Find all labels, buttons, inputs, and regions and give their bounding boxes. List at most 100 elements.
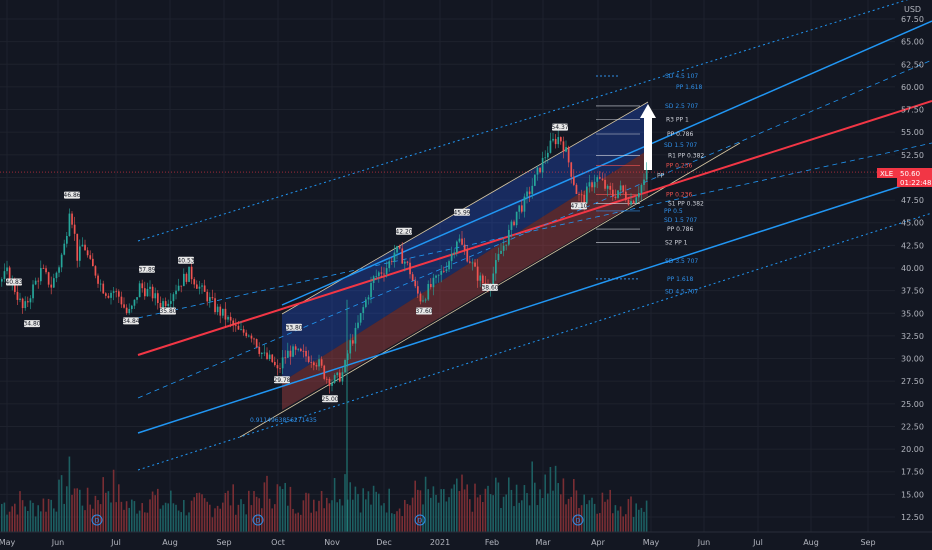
volume-bar: [55, 511, 58, 532]
volume-bar: [170, 490, 172, 532]
candle-body: [214, 298, 216, 313]
volume-bar: [469, 499, 471, 532]
volume-bar: [549, 466, 552, 532]
volume-bar: [372, 485, 375, 532]
currency-label: USD: [904, 5, 921, 14]
volume-bar: [24, 506, 26, 532]
y-tick-label: 32.50: [901, 332, 924, 341]
candle-body: [42, 268, 45, 269]
fib-ratio-label: 0.9114963856271435: [250, 417, 317, 424]
candle-body: [292, 346, 294, 357]
volume-bar: [409, 505, 411, 532]
candle-body: [604, 179, 606, 189]
price-label-box: [64, 191, 80, 199]
volume-bar: [180, 512, 182, 532]
volume-bar: [612, 513, 614, 532]
volume-bar: [50, 499, 52, 532]
candle-body: [6, 267, 8, 272]
volume-bar: [380, 505, 383, 532]
candle-body: [344, 360, 346, 373]
candle-body: [29, 298, 32, 303]
candle-body: [645, 170, 648, 180]
candle-body: [141, 283, 144, 289]
volume-bar: [580, 505, 583, 532]
volume-bar: [547, 493, 549, 532]
dividend-marker-label: D: [256, 518, 261, 525]
candle-body: [570, 162, 573, 177]
price-label-box: [396, 227, 412, 235]
candle-body: [575, 184, 578, 195]
volume-bar: [11, 506, 13, 532]
candle-body: [63, 243, 66, 255]
candle-body: [183, 273, 185, 287]
volume-bar: [162, 505, 164, 532]
volume-bar: [406, 503, 409, 532]
candle-body: [627, 199, 630, 205]
candle-body: [596, 177, 599, 182]
regression-channel-upper-fill: [282, 102, 648, 382]
candle-body: [102, 283, 105, 294]
candle-body: [307, 356, 310, 363]
candle-body: [354, 327, 357, 344]
price-label-box: [454, 208, 470, 216]
y-tick-label: 20.00: [901, 445, 924, 454]
candle-body: [640, 184, 643, 194]
y-tick-label: 40.00: [901, 264, 924, 273]
candle-body: [198, 286, 201, 289]
volume-bar: [229, 505, 232, 532]
volume-bar: [99, 504, 102, 532]
candle-body: [318, 359, 320, 367]
candle-body: [196, 284, 198, 289]
candle-body: [341, 372, 344, 382]
candle-body: [456, 241, 458, 253]
volume-bar: [630, 496, 632, 532]
price-labels: 40.83 34.80 46.86 34.84 37.89 35.80 40.53 29.78…: [5, 123, 588, 403]
candle-body: [177, 285, 180, 291]
volume-bar: [378, 493, 380, 532]
volume-bar: [596, 513, 598, 532]
pivot-level-label: PP 1.618: [676, 84, 703, 91]
volume-bar: [336, 502, 338, 532]
candle-body: [458, 238, 461, 242]
candle-body: [193, 279, 196, 285]
volume-bar: [398, 508, 401, 532]
price-label: 34.80: [23, 321, 40, 328]
candle-body: [443, 270, 445, 272]
y-tick-label: 62.50: [901, 60, 924, 69]
x-tick-label: Jul: [110, 538, 121, 547]
volume-bar: [393, 514, 396, 532]
volume-bar: [209, 504, 211, 532]
volume-bar: [502, 496, 505, 532]
price-label-box: [178, 256, 194, 264]
candle-body: [47, 272, 50, 285]
volume-bar: [110, 502, 112, 532]
candle-body: [326, 378, 328, 380]
volume-bar: [310, 512, 312, 532]
current-price-marker: XLE 50.60 01:22:48: [877, 168, 932, 187]
candle-body: [440, 270, 443, 275]
trend-channels[interactable]: 0.9114963856271435: [137, 0, 932, 471]
candle-body: [115, 291, 118, 293]
volume-bar: [510, 489, 513, 532]
candle-body: [94, 266, 97, 276]
volume-bar: [346, 499, 349, 532]
candle-body: [505, 244, 508, 246]
candle-body: [599, 177, 601, 179]
volume-bar: [315, 511, 318, 532]
volume-bar: [305, 492, 307, 532]
volume-bar: [635, 503, 637, 532]
volume-bar: [352, 499, 354, 532]
volume-bar: [302, 500, 305, 532]
candle-body: [502, 245, 505, 251]
volume-bar: [367, 491, 370, 532]
volume-bar: [203, 498, 206, 532]
volume-bar: [219, 508, 221, 532]
volume-bar: [328, 503, 331, 532]
candle-body: [180, 285, 183, 287]
x-tick-label: Feb: [485, 538, 499, 547]
volume-bar: [463, 489, 466, 532]
volume-bar: [500, 508, 502, 532]
candle-body: [40, 268, 42, 282]
candle-body: [276, 365, 279, 369]
